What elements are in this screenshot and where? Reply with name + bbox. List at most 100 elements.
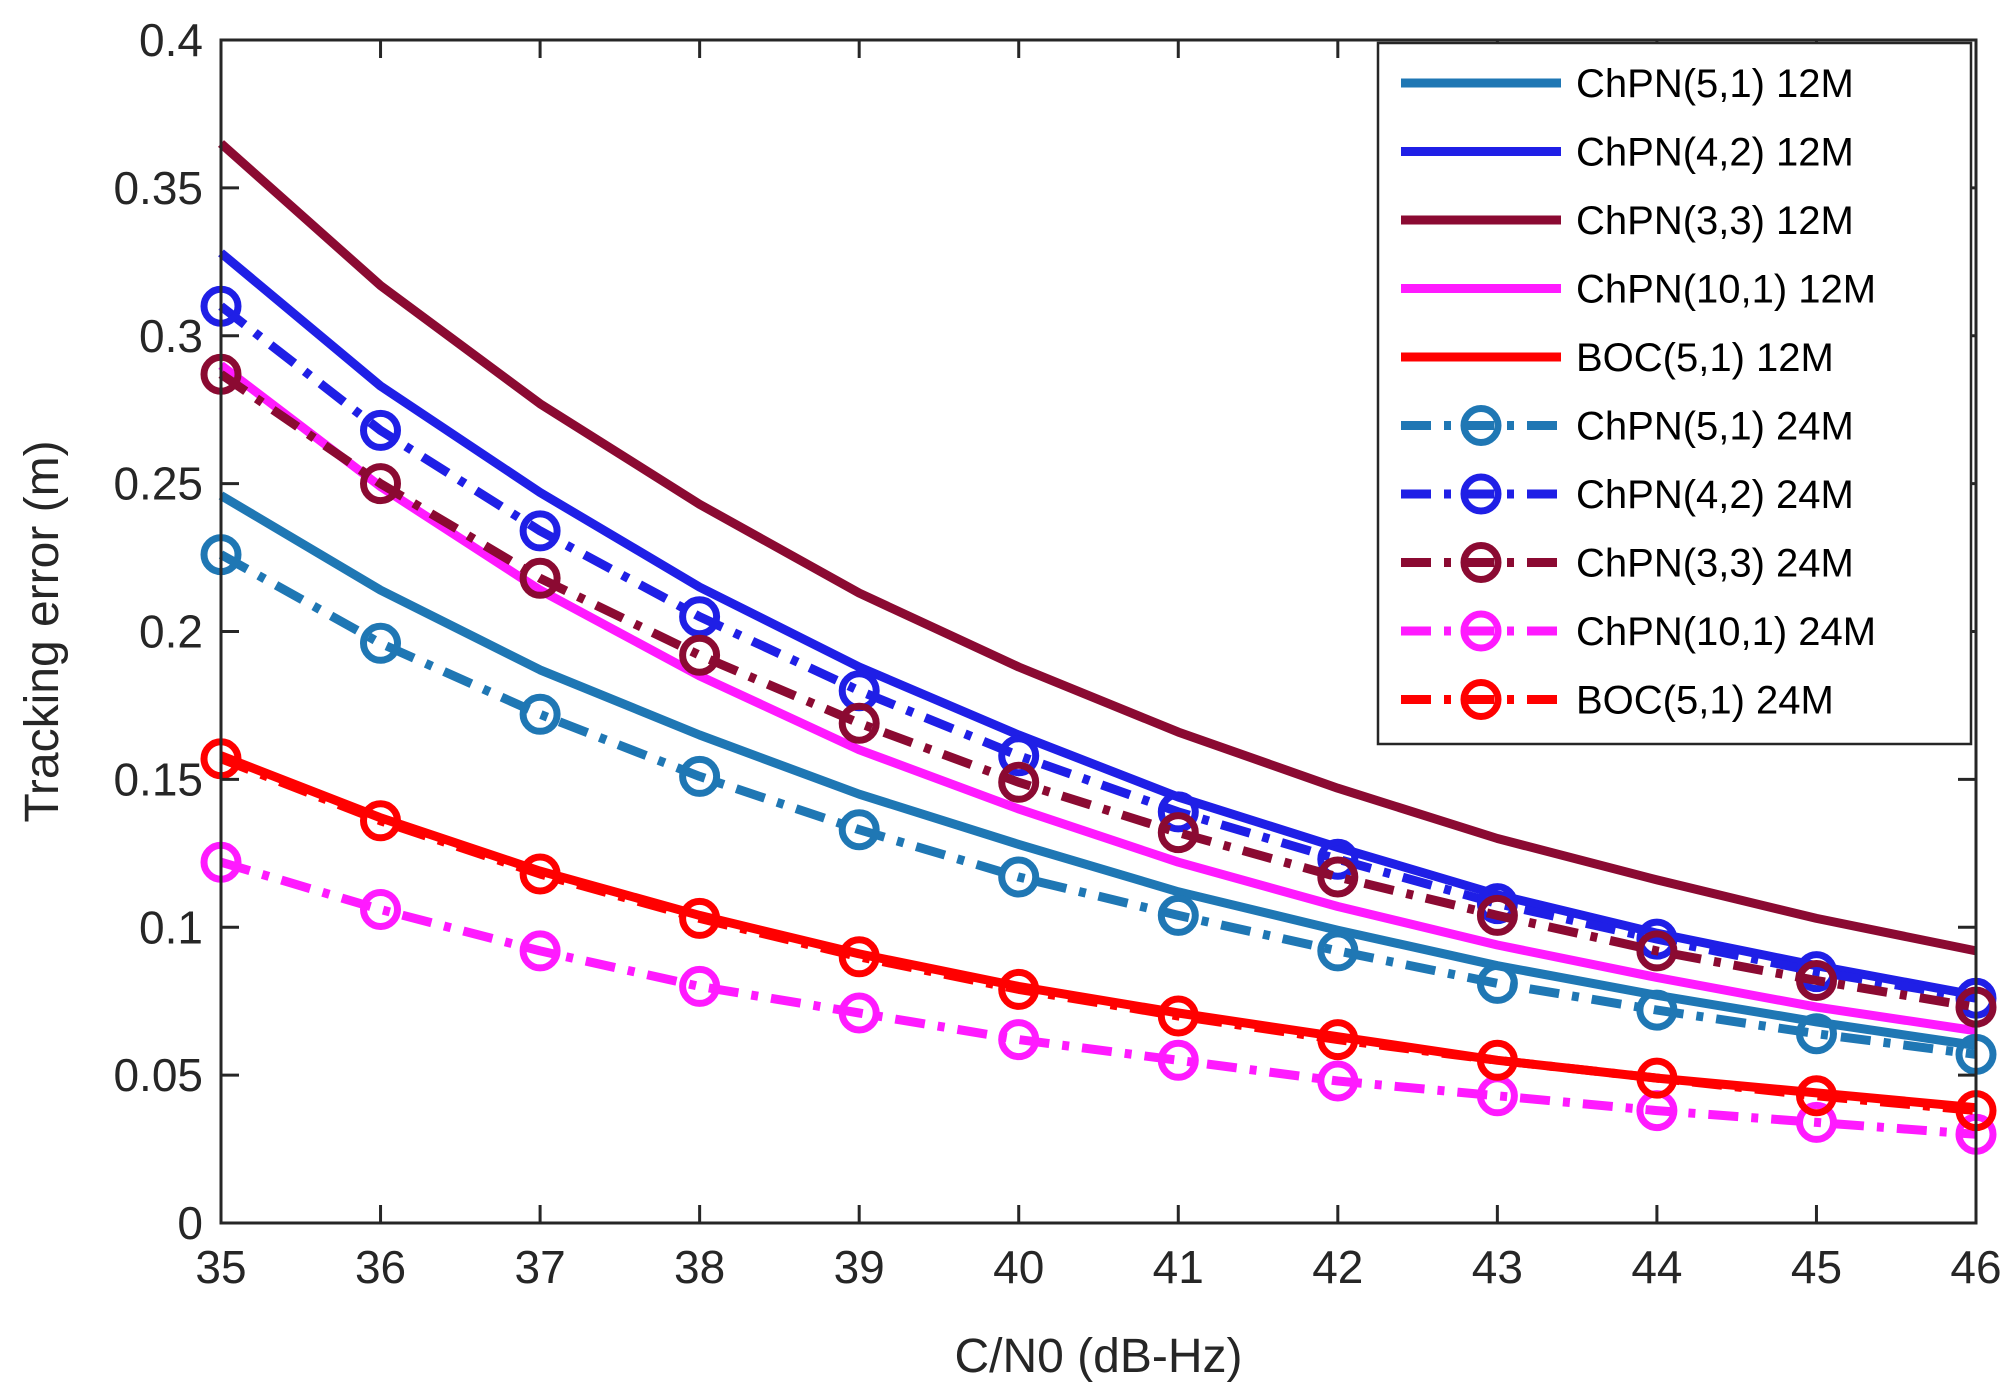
series-line-8 bbox=[219, 857, 1977, 1139]
legend-entry: ChPN(3,3) 24M bbox=[1401, 542, 1854, 586]
data-point bbox=[1317, 1019, 1359, 1061]
data-point bbox=[679, 755, 721, 797]
axes-layer: 35 36 37 38 39 40 41 42 43 44 45 4600.050.10.150.20… bbox=[113, 14, 2001, 1293]
x-tick-label: 40 bbox=[993, 1241, 1044, 1293]
legend-marker bbox=[1460, 405, 1502, 446]
data-point bbox=[998, 968, 1040, 1010]
series-line-6 bbox=[218, 302, 1977, 1003]
data-point bbox=[1476, 962, 1518, 1004]
data-point bbox=[838, 992, 880, 1034]
legend-label: ChPN(5,1) 24M bbox=[1576, 405, 1854, 449]
data-point bbox=[1157, 995, 1199, 1037]
data-point bbox=[360, 622, 401, 664]
series-line-0 bbox=[218, 491, 1977, 1050]
y-tick-label: 0.15 bbox=[113, 753, 203, 805]
data-point bbox=[998, 761, 1040, 803]
data-point bbox=[1157, 812, 1199, 854]
series-8 bbox=[200, 841, 1997, 1155]
data-point bbox=[1317, 930, 1359, 972]
data-point bbox=[838, 809, 880, 851]
data-point bbox=[679, 965, 721, 1007]
data-point bbox=[1317, 1060, 1359, 1102]
data-point bbox=[1476, 1039, 1518, 1081]
legend-marker bbox=[1460, 679, 1502, 720]
x-tick-label: 45 bbox=[1791, 1241, 1842, 1293]
y-tick-label: 0.35 bbox=[113, 162, 203, 214]
legend-entry: BOC(5,1) 12M bbox=[1401, 336, 1834, 380]
data-point bbox=[838, 702, 880, 744]
series-line-4 bbox=[219, 751, 1977, 1113]
x-tick-label: 36 bbox=[355, 1241, 406, 1293]
data-point bbox=[1157, 791, 1199, 833]
y-tick-label: 0.2 bbox=[139, 606, 203, 658]
y-tick-label: 0.25 bbox=[113, 458, 203, 510]
data-point bbox=[360, 463, 401, 505]
legend-marker bbox=[1460, 542, 1502, 583]
data-point bbox=[1636, 930, 1678, 972]
y-axis-title: Tracking error (m) bbox=[16, 440, 69, 822]
data-point bbox=[519, 557, 561, 599]
data-point bbox=[360, 800, 401, 842]
data-point bbox=[1157, 894, 1199, 936]
legend-label: BOC(5,1) 24M bbox=[1576, 679, 1834, 723]
legend-entry: ChPN(5,1) 24M bbox=[1401, 405, 1854, 449]
data-point bbox=[1317, 838, 1359, 880]
data-point bbox=[679, 596, 721, 638]
series-line-7 bbox=[218, 370, 1977, 1012]
x-tick-label: 35 bbox=[195, 1241, 246, 1293]
data-point bbox=[1636, 989, 1678, 1031]
legend-label: ChPN(10,1) 12M bbox=[1576, 268, 1876, 312]
series-2 bbox=[218, 140, 1977, 956]
x-tick-label: 41 bbox=[1153, 1241, 1204, 1293]
data-point bbox=[519, 510, 561, 552]
data-point bbox=[998, 735, 1040, 777]
legend-label: BOC(5,1) 12M bbox=[1576, 336, 1834, 380]
data-point bbox=[998, 1019, 1040, 1061]
data-point bbox=[360, 889, 401, 930]
y-tick-label: 0.05 bbox=[113, 1049, 203, 1101]
data-point bbox=[1796, 1075, 1837, 1117]
data-point bbox=[1796, 960, 1837, 1001]
x-tick-label: 39 bbox=[834, 1241, 885, 1293]
x-tick-label: 44 bbox=[1631, 1241, 1682, 1293]
legend-entry: ChPN(5,1) 12M bbox=[1401, 62, 1854, 106]
legend-marker bbox=[1460, 473, 1502, 515]
data-point bbox=[1796, 1101, 1837, 1143]
data-point bbox=[679, 634, 721, 676]
y-tick-label: 0.4 bbox=[139, 14, 203, 66]
series-3 bbox=[218, 361, 1977, 1036]
y-ticks: 0 0.05 0.1 0.15 0.2 0.25 0.3 0.35 0.4 bbox=[113, 14, 1976, 1249]
legend-entry: ChPN(10,1) 24M bbox=[1401, 610, 1876, 654]
y-tick-label: 0 bbox=[177, 1197, 203, 1249]
y-tick-label: 0.1 bbox=[139, 901, 203, 953]
legend-label: ChPN(5,1) 12M bbox=[1576, 62, 1854, 106]
x-tick-label: 42 bbox=[1312, 1241, 1363, 1293]
series-line-5 bbox=[218, 550, 1977, 1059]
legend-label: ChPN(3,3) 24M bbox=[1576, 542, 1854, 586]
y-tick-label: 0.3 bbox=[139, 310, 203, 362]
data-point bbox=[519, 693, 561, 735]
series-line-2 bbox=[218, 140, 1977, 956]
legend-entry: ChPN(3,3) 12M bbox=[1401, 199, 1854, 243]
series-line-1 bbox=[218, 249, 1977, 1000]
data-point bbox=[360, 409, 401, 451]
legend-entry: BOC(5,1) 24M bbox=[1401, 679, 1834, 723]
x-axis-title: C/N0 (dB-Hz) bbox=[954, 1330, 1242, 1383]
data-point bbox=[1636, 918, 1678, 960]
series-0 bbox=[218, 491, 1977, 1050]
legend-label: ChPN(4,2) 12M bbox=[1576, 131, 1854, 175]
x-ticks: 35 36 37 38 39 40 41 42 43 44 45 46 bbox=[195, 40, 2002, 1293]
data-point bbox=[1796, 1013, 1837, 1055]
data-point bbox=[1157, 1039, 1199, 1081]
legend-marker bbox=[1460, 610, 1502, 652]
legend-entry: ChPN(10,1) 12M bbox=[1401, 268, 1876, 312]
data-point bbox=[519, 853, 561, 895]
data-point bbox=[1317, 856, 1359, 898]
x-tick-label: 38 bbox=[674, 1241, 725, 1293]
legend: ChPN(5,1) 12M ChPN(4,2) 12M ChPN(3,3) 12M C… bbox=[1376, 41, 1973, 746]
data-point bbox=[838, 936, 880, 978]
legend-label: ChPN(10,1) 24M bbox=[1576, 610, 1876, 654]
data-point bbox=[1476, 894, 1518, 936]
legend-label: ChPN(4,2) 24M bbox=[1576, 473, 1854, 517]
